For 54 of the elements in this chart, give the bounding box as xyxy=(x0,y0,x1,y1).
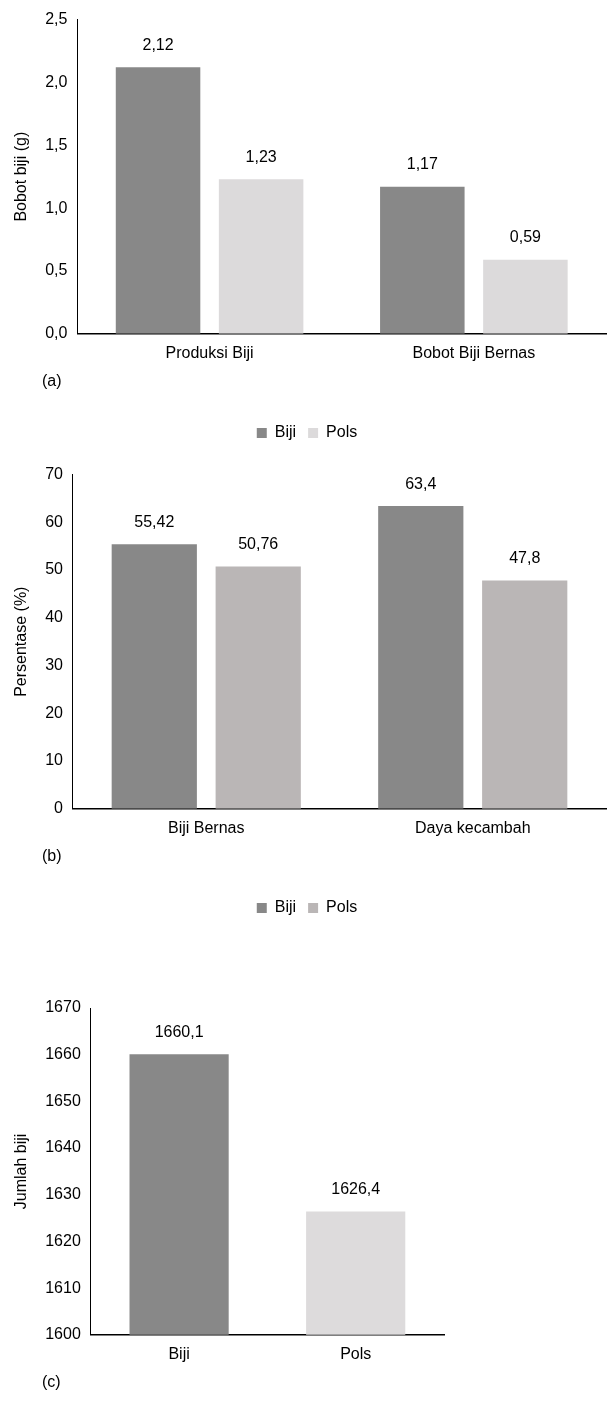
legend-label: Biji xyxy=(274,423,297,441)
data-label: 55,42 xyxy=(134,512,175,530)
y-tick-label: 20 xyxy=(45,703,64,721)
bar xyxy=(218,179,304,334)
bar xyxy=(380,186,465,334)
bar xyxy=(215,566,301,809)
y-tick-label: 0,0 xyxy=(45,324,68,342)
y-tick-label: 1600 xyxy=(45,1325,81,1343)
y-tick-label: 60 xyxy=(45,512,64,530)
y-tick-label: 0 xyxy=(54,799,64,817)
x-tick-label: Daya kecambah xyxy=(414,818,531,836)
y-tick-label: 40 xyxy=(45,608,64,626)
bar xyxy=(115,67,201,334)
y-tick-label: 50 xyxy=(45,560,64,578)
data-label: 1660,1 xyxy=(154,1022,204,1040)
text: (b) xyxy=(42,847,62,865)
y-tick-label: 1650 xyxy=(45,1091,81,1109)
data-label: 1,23 xyxy=(245,147,277,165)
y-axis-title: Jumlah biji xyxy=(12,1133,30,1210)
y-tick-label: 1640 xyxy=(45,1138,81,1156)
y-tick-label: 2,0 xyxy=(45,72,68,90)
y-tick-label: 70 xyxy=(45,465,64,483)
y-tick-label: 1670 xyxy=(45,998,81,1016)
data-label: 1626,4 xyxy=(331,1179,381,1197)
legend-label: Biji xyxy=(274,898,297,916)
x-tick-label: Bobot Biji Bernas xyxy=(412,343,536,361)
y-tick-label: 0,5 xyxy=(45,261,68,279)
data-label: 47,8 xyxy=(509,549,541,566)
data-label: 0,59 xyxy=(509,228,542,246)
data-label: 63,4 xyxy=(405,474,437,492)
y-tick-label: 2,5 xyxy=(45,10,68,28)
legend-label: Pols xyxy=(326,898,358,916)
data-label: 50,76 xyxy=(238,534,279,552)
y-axis-title: Bobot biji (g) xyxy=(12,131,30,222)
y-axis-title: Persentase (%) xyxy=(12,586,30,697)
y-tick-label: 1,5 xyxy=(45,135,68,153)
bar xyxy=(482,580,568,809)
data-label: 1,17 xyxy=(406,155,438,173)
text: (a) xyxy=(42,372,62,390)
y-tick-label: 10 xyxy=(45,751,64,769)
y-tick-label: 1660 xyxy=(45,1045,81,1063)
y-tick-label: 1620 xyxy=(45,1231,81,1249)
y-tick-label: 1,0 xyxy=(45,198,68,216)
bar xyxy=(378,506,464,809)
y-tick-label: 30 xyxy=(45,655,64,673)
legend-label: Pols xyxy=(326,423,358,441)
text: (c) xyxy=(42,1373,61,1391)
y-tick-label: 1630 xyxy=(45,1185,81,1203)
bar xyxy=(483,259,568,334)
bar xyxy=(111,544,197,809)
y-tick-label: 1610 xyxy=(45,1278,81,1296)
data-label: 2,12 xyxy=(142,35,174,53)
x-tick-label: Biji Bernas xyxy=(168,818,245,836)
x-tick-label: Produksi Biji xyxy=(165,343,254,361)
